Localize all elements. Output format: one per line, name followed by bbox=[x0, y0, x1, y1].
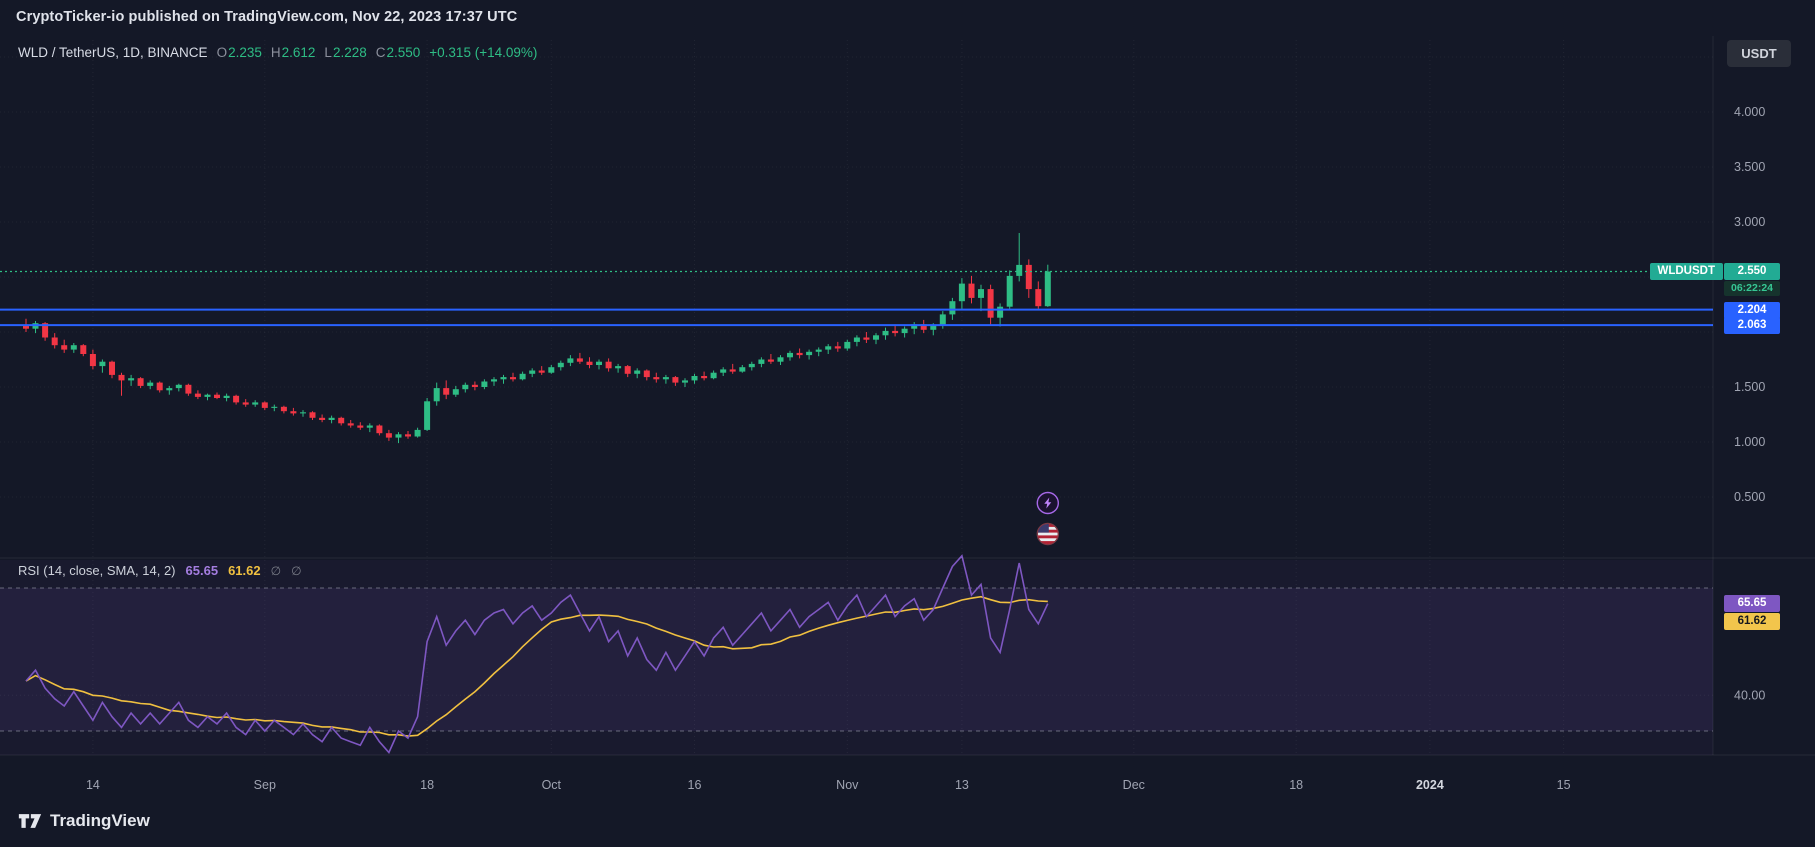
rsi-current-value: 65.65 bbox=[185, 563, 219, 578]
svg-text:Sep: Sep bbox=[254, 778, 276, 792]
lightning-event-icon[interactable] bbox=[1036, 491, 1060, 515]
svg-text:1.000: 1.000 bbox=[1734, 435, 1765, 449]
svg-text:40.00: 40.00 bbox=[1734, 688, 1765, 702]
rsi-sma-badge: 61.62 bbox=[1724, 613, 1780, 631]
ohlc-open: O2.235 bbox=[216, 45, 262, 60]
svg-text:13: 13 bbox=[955, 778, 969, 792]
ohlc-close: C2.550 bbox=[375, 45, 421, 60]
svg-text:Oct: Oct bbox=[542, 778, 562, 792]
grid bbox=[0, 40, 1713, 755]
symbol-title[interactable]: WLD / TetherUS, 1D, BINANCE bbox=[18, 45, 208, 60]
svg-text:14: 14 bbox=[86, 778, 100, 792]
symbol-price-badge: 2.550 bbox=[1724, 263, 1780, 280]
rsi-sma-value: 61.62 bbox=[228, 563, 261, 578]
rsi-line bbox=[25, 554, 1049, 754]
svg-text:0.500: 0.500 bbox=[1734, 490, 1765, 504]
ohlc-low: L2.228 bbox=[324, 45, 367, 60]
level-badge-0[interactable]: 2.204 bbox=[1724, 301, 1780, 319]
rsi-empty-value-icon: ∅ bbox=[291, 563, 302, 578]
tradingview-brand-text: TradingView bbox=[50, 811, 150, 830]
svg-text:18: 18 bbox=[1289, 778, 1303, 792]
svg-text:3.000: 3.000 bbox=[1734, 215, 1765, 229]
rsi-empty-value-icon: ∅ bbox=[270, 563, 282, 578]
svg-text:16: 16 bbox=[688, 778, 702, 792]
level-badge-1[interactable]: 2.063 bbox=[1724, 317, 1780, 335]
tradingview-logo-icon bbox=[18, 814, 42, 828]
tradingview-footer-link[interactable]: TradingView bbox=[18, 811, 150, 831]
countdown-badge: 06:22:24 bbox=[1724, 281, 1780, 296]
rsi-legend-title[interactable]: RSI (14, close, SMA, 14, 2) bbox=[18, 563, 176, 578]
rsi-value-badge: 65.65 bbox=[1724, 595, 1780, 613]
svg-text:1.500: 1.500 bbox=[1734, 380, 1765, 394]
svg-text:3.500: 3.500 bbox=[1734, 160, 1765, 174]
attribution-text: CryptoTicker-io published on TradingView… bbox=[16, 9, 518, 25]
svg-text:Nov: Nov bbox=[836, 778, 859, 792]
candlestick-series bbox=[23, 233, 1051, 444]
rsi-sma-line bbox=[25, 595, 1048, 737]
svg-text:2024: 2024 bbox=[1416, 778, 1444, 792]
svg-text:Dec: Dec bbox=[1123, 778, 1145, 792]
chart-legend: WLD / TetherUS, 1D, BINANCE O2.235 H2.61… bbox=[18, 45, 537, 60]
svg-text:18: 18 bbox=[420, 778, 434, 792]
svg-text:4.000: 4.000 bbox=[1734, 105, 1765, 119]
svg-text:15: 15 bbox=[1557, 778, 1571, 792]
rsi-band bbox=[0, 588, 1713, 731]
ohlc-high: H2.612 bbox=[270, 45, 316, 60]
rsi-legend: RSI (14, close, SMA, 14, 2) 65.65 61.62 … bbox=[18, 563, 302, 578]
change-value: +0.315 (+14.09%) bbox=[429, 45, 538, 60]
currency-toggle-button[interactable]: USDT bbox=[1727, 40, 1791, 67]
us-flag-event-icon[interactable] bbox=[1036, 522, 1060, 546]
axis-labels[interactable]: 4.000 3.500 3.000 1.500 1.000 0.500 40.00 14 Sep… bbox=[86, 105, 1765, 792]
symbol-name-badge: WLDUSDT bbox=[1649, 263, 1723, 280]
